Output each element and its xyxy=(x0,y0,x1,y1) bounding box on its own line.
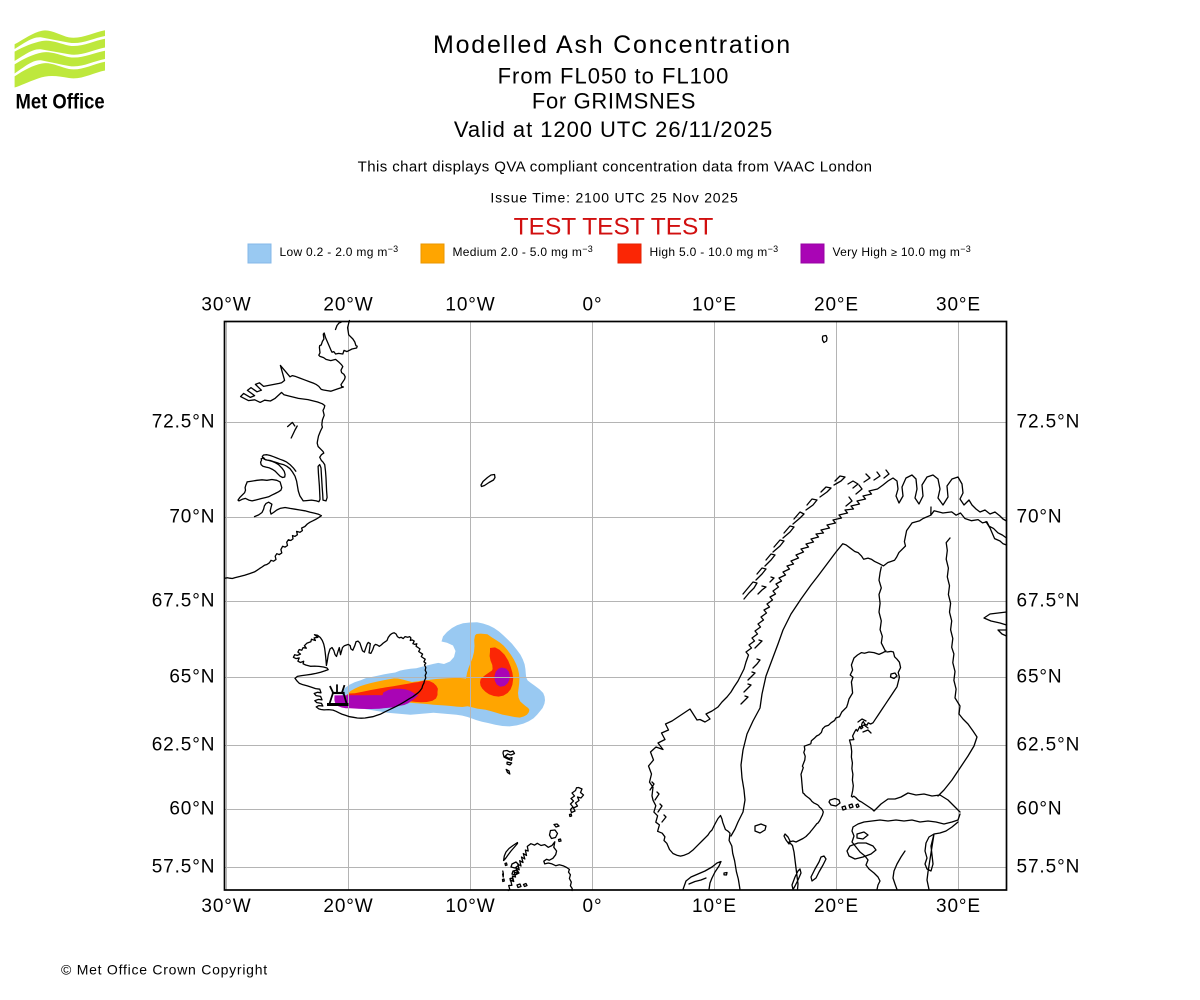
svg-text:0°: 0° xyxy=(583,896,603,917)
svg-text:57.5°N: 57.5°N xyxy=(152,857,216,878)
svg-text:20°E: 20°E xyxy=(814,295,859,316)
svg-text:Very High ≥ 10.0 mg m−3: Very High ≥ 10.0 mg m−3 xyxy=(833,244,972,259)
svg-text:10°W: 10°W xyxy=(445,295,495,316)
svg-text:57.5°N: 57.5°N xyxy=(1017,857,1081,878)
svg-text:Issue Time: 2100 UTC 25 Nov 20: Issue Time: 2100 UTC 25 Nov 2025 xyxy=(490,190,738,206)
svg-text:For GRIMSNES: For GRIMSNES xyxy=(532,88,696,113)
svg-text:Met Office: Met Office xyxy=(16,90,105,114)
svg-text:Valid at 1200 UTC 26/11/2025: Valid at 1200 UTC 26/11/2025 xyxy=(454,117,773,142)
svg-text:30°E: 30°E xyxy=(936,295,981,316)
svg-text:65°N: 65°N xyxy=(169,667,215,688)
svg-text:67.5°N: 67.5°N xyxy=(152,591,216,612)
svg-text:This chart displays QVA compli: This chart displays QVA compliant concen… xyxy=(358,158,873,175)
svg-text:High 5.0 - 10.0 mg m−3: High 5.0 - 10.0 mg m−3 xyxy=(650,244,779,259)
svg-text:Medium 2.0 - 5.0 mg m−3: Medium 2.0 - 5.0 mg m−3 xyxy=(453,244,594,259)
svg-text:72.5°N: 72.5°N xyxy=(152,412,216,433)
svg-text:62.5°N: 62.5°N xyxy=(152,735,216,756)
svg-text:70°N: 70°N xyxy=(169,507,215,528)
svg-text:Low 0.2 - 2.0 mg m−3: Low 0.2 - 2.0 mg m−3 xyxy=(280,244,399,259)
svg-text:20°E: 20°E xyxy=(814,896,859,917)
svg-text:Modelled Ash Concentration: Modelled Ash Concentration xyxy=(433,31,792,59)
svg-text:62.5°N: 62.5°N xyxy=(1017,735,1081,756)
svg-text:60°N: 60°N xyxy=(1017,799,1063,820)
svg-text:0°: 0° xyxy=(583,295,603,316)
svg-text:30°E: 30°E xyxy=(936,896,981,917)
svg-text:60°N: 60°N xyxy=(169,799,215,820)
svg-text:10°W: 10°W xyxy=(445,896,495,917)
svg-text:30°W: 30°W xyxy=(201,896,251,917)
svg-text:10°E: 10°E xyxy=(692,896,737,917)
svg-text:72.5°N: 72.5°N xyxy=(1017,412,1081,433)
svg-text:70°N: 70°N xyxy=(1017,507,1063,528)
svg-text:65°N: 65°N xyxy=(1017,667,1063,688)
svg-text:20°W: 20°W xyxy=(323,896,373,917)
svg-text:30°W: 30°W xyxy=(201,295,251,316)
svg-text:From FL050 to FL100: From FL050 to FL100 xyxy=(498,63,730,88)
svg-text:67.5°N: 67.5°N xyxy=(1017,591,1081,612)
svg-text:TEST TEST TEST: TEST TEST TEST xyxy=(514,214,714,241)
svg-text:10°E: 10°E xyxy=(692,295,737,316)
svg-text:20°W: 20°W xyxy=(323,295,373,316)
svg-text:© Met Office Crown Copyright: © Met Office Crown Copyright xyxy=(61,962,268,978)
